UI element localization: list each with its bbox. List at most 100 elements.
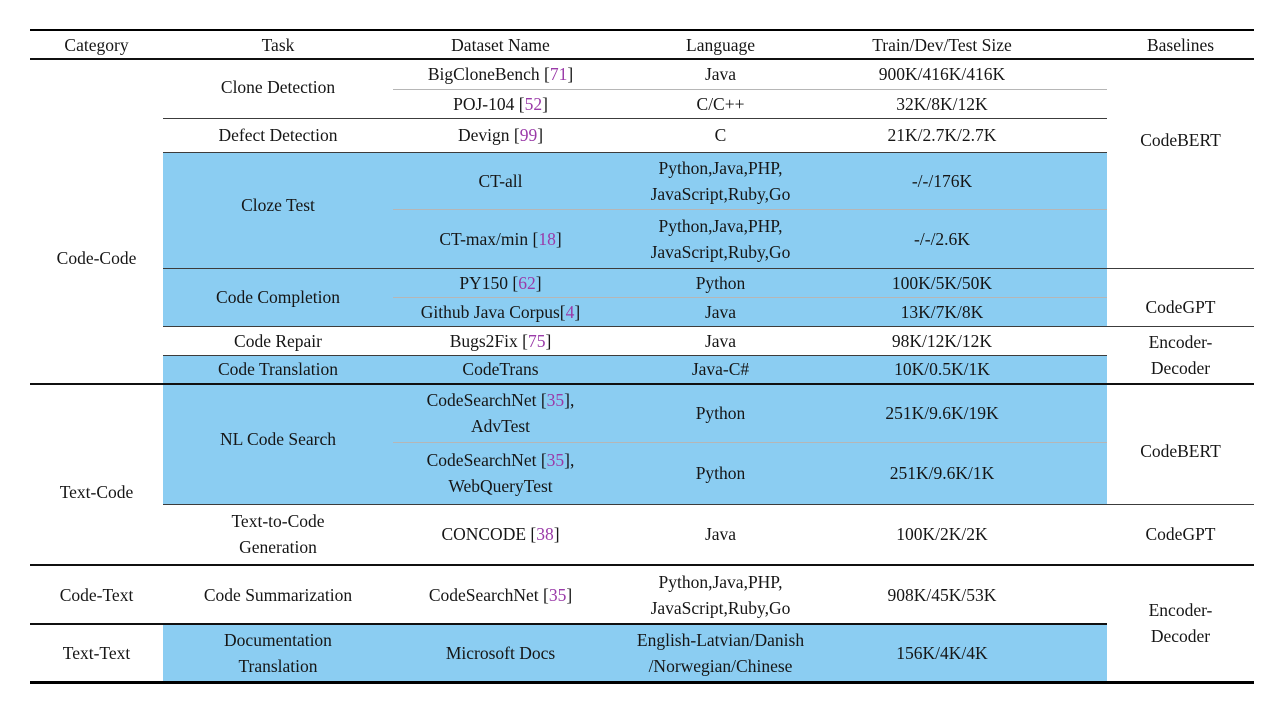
table-row: Github Java Corpus[4] Java 13K/7K/8K [30, 297, 1254, 327]
size-cell-py150: 100K/5K/50K [833, 268, 1107, 298]
text-segment: BigCloneBench [ [427, 64, 550, 85]
text-segment: ] [545, 330, 552, 351]
citation-number: 75 [527, 330, 546, 351]
task-cell-documentation-translation: Documentation Translation [163, 624, 393, 682]
table-row: CT-max/min [18] Python,Java,PHP, JavaScr… [30, 209, 1254, 269]
citation-number: 62 [518, 272, 536, 293]
table-row: Text-to-Code Generation CONCODE [38] Jav… [30, 504, 1254, 566]
benchmark-table: Category Task Dataset Name Language Trai… [30, 29, 1254, 684]
text-segment: Bugs2Fix [ [449, 330, 528, 351]
size-cell-csn-summarization: 908K/45K/53K [833, 565, 1107, 625]
language-cell-csn-advtest: Python [608, 384, 833, 443]
dataset-cell-poj104: POJ-104 [52] [393, 89, 608, 119]
dataset-cell-ct-all: CT-all [393, 152, 608, 210]
table-row: Code-Code Clone Detection BigCloneBench … [30, 59, 1254, 385]
column-header-size: Train/Dev/Test Size [833, 30, 1107, 60]
column-header-dataset-name: Dataset Name [393, 30, 608, 60]
citation-number: 18 [538, 228, 556, 249]
header-row: Category Task Dataset Name Language Trai… [30, 30, 1254, 60]
language-cell-bugs2fix: Java [608, 326, 833, 356]
table-row: Text-Code NL Code Search CodeSearchNet [… [30, 384, 1254, 566]
dataset-cell-bigclonebench: BigCloneBench [71] [393, 59, 608, 90]
baseline-cell-codegpt-1: CodeGPT [1107, 268, 1254, 327]
text-segment: ] [574, 301, 581, 322]
size-cell-github-java-corpus: 13K/7K/8K [833, 297, 1107, 327]
language-cell-devign: C [608, 118, 833, 153]
table-row: POJ-104 [52] C/C++ 32K/8K/12K [30, 89, 1254, 119]
text-segment: ] [566, 584, 573, 605]
column-header-category: Category [30, 30, 163, 60]
text-segment: CodeTrans [462, 359, 539, 380]
column-header-baselines: Baselines [1107, 30, 1254, 60]
text-segment: Microsoft Docs [445, 642, 556, 663]
size-cell-bugs2fix: 98K/12K/12K [833, 326, 1107, 356]
citation-number: 35 [548, 584, 567, 605]
size-cell-devign: 21K/2.7K/2.7K [833, 118, 1107, 153]
text-segment: Github Java Corpus[ [420, 301, 566, 322]
table-row: Code Translation CodeTrans Java-C# 10K/0… [30, 355, 1254, 385]
dataset-cell-microsoft-docs: Microsoft Docs [393, 624, 608, 682]
language-cell-microsoft-docs: English-Latvian/Danish /Norwegian/Chines… [608, 624, 833, 682]
task-cell-nl-code-search: NL Code Search [163, 384, 393, 505]
size-cell-csn-webquerytest: 251K/9.6K/1K [833, 442, 1107, 505]
baseline-cell-codebert-2: CodeBERT [1107, 384, 1254, 505]
text-segment: POJ-104 [ [453, 93, 525, 114]
category-cell-code-text: Code-Text [30, 565, 163, 625]
table-row: CodeSearchNet [35], WebQueryTest Python 2… [30, 442, 1254, 505]
citation-number: 35 [546, 390, 565, 411]
table-row: Code-Text Code Summarization CodeSearchN… [30, 565, 1254, 646]
dataset-cell-codetrans: CodeTrans [393, 355, 608, 385]
column-header-task: Task [163, 30, 393, 60]
language-cell-csn-webquerytest: Python [608, 442, 833, 505]
text-segment: ], [564, 450, 575, 470]
size-cell-ct-all: -/-/176K [833, 152, 1107, 210]
dataset-cell-devign: Devign [99] [393, 118, 608, 153]
baseline-cell-encoder-decoder-1: Encoder- Decoder [1107, 326, 1254, 385]
text-segment: ] [555, 228, 562, 249]
category-cell-code-code: Code-Code [30, 59, 163, 385]
text-segment: ] [542, 93, 548, 114]
task-cell-code-repair: Code Repair [163, 326, 393, 356]
text-segment: PY150 [ [459, 272, 519, 293]
citation-number: 35 [546, 450, 565, 470]
table-row: Text-Text Documentation Translation Micr… [30, 624, 1254, 682]
size-cell-concode: 100K/2K/2K [833, 504, 1107, 566]
text-segment: CodeSearchNet [ [426, 450, 547, 470]
task-cell-code-completion: Code Completion [163, 268, 393, 327]
dataset-cell-bugs2fix: Bugs2Fix [75] [393, 326, 608, 356]
text-segment: ] [535, 272, 542, 293]
category-cell-text-text: Text-Text [62, 642, 131, 663]
dataset-cell-py150: PY150 [62] [393, 268, 608, 298]
table-row: Code Completion PY150 [62] Python 100K/5… [30, 268, 1254, 327]
task-cell-cloze-test: Cloze Test [163, 152, 393, 269]
size-cell-poj104: 32K/8K/12K [833, 89, 1107, 119]
text-segment: AdvTest [470, 416, 531, 437]
citation-number: 99 [519, 125, 538, 145]
text-segment: WebQueryTest [448, 476, 553, 496]
baseline-cell-codegpt-2: CodeGPT [1107, 504, 1254, 566]
dataset-cell-concode: CONCODE [38] [393, 504, 608, 566]
citation-number: 38 [536, 524, 554, 545]
baseline-cell-encoder-decoder-2: Encoder- Decoder [1148, 600, 1213, 647]
text-segment: ] [553, 524, 560, 545]
dataset-cell-csn-summarization: CodeSearchNet [35] [393, 565, 608, 625]
text-segment: ] [537, 125, 544, 145]
task-cell-clone-detection: Clone Detection [163, 59, 393, 119]
language-cell-codetrans: Java-C# [608, 355, 833, 385]
text-segment: CodeSearchNet [ [426, 390, 547, 411]
text-segment: CONCODE [ [441, 524, 537, 545]
language-cell-py150: Python [608, 268, 833, 298]
table-row: Defect Detection Devign [99] C 21K/2.7K/… [30, 118, 1254, 153]
baseline-cell-codebert-1: CodeBERT [1107, 59, 1254, 269]
task-cell-code-summarization: Code Summarization [163, 565, 393, 625]
citation-number: 71 [549, 64, 568, 85]
table-row: Code Repair Bugs2Fix [75] Java 98K/12K/1… [30, 326, 1254, 385]
text-segment: Devign [ [457, 125, 520, 145]
column-header-language: Language [608, 30, 833, 60]
size-cell-microsoft-docs: 156K/4K/4K [833, 624, 1107, 682]
dataset-cell-ct-maxmin: CT-max/min [18] [393, 209, 608, 269]
citation-number: 4 [565, 301, 575, 322]
category-cell-text-code: Text-Code [30, 384, 163, 566]
task-cell-code-translation: Code Translation [163, 355, 393, 385]
